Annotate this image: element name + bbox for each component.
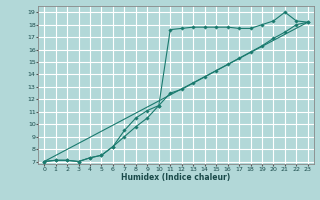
X-axis label: Humidex (Indice chaleur): Humidex (Indice chaleur) bbox=[121, 173, 231, 182]
